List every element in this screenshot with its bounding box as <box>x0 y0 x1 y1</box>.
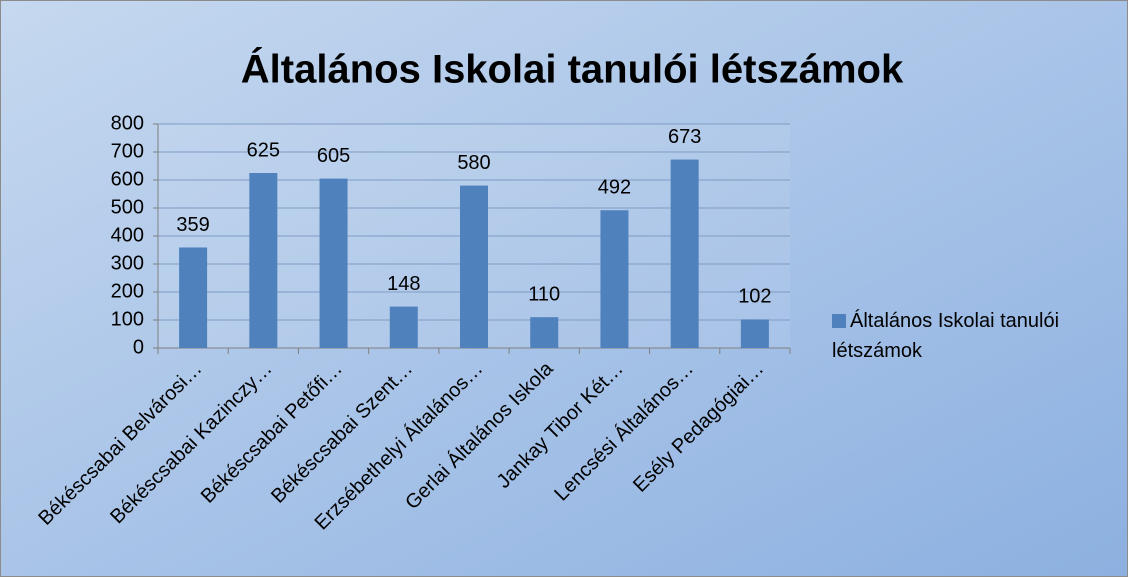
data-label: 625 <box>247 139 280 161</box>
y-tick-label: 700 <box>111 140 144 162</box>
bar <box>600 210 629 348</box>
data-label: 492 <box>598 177 631 199</box>
y-tick-label: 300 <box>111 252 144 274</box>
bar <box>179 247 208 348</box>
data-label: 580 <box>457 152 490 174</box>
bar <box>389 306 418 348</box>
y-tick-label: 200 <box>111 280 144 302</box>
y-tick-label: 0 <box>133 336 144 358</box>
y-tick-label: 600 <box>111 168 144 190</box>
y-tick-label: 500 <box>111 196 144 218</box>
data-label: 359 <box>176 214 209 236</box>
bar <box>319 178 348 348</box>
bar <box>460 185 488 348</box>
data-label: 605 <box>317 145 350 167</box>
chart-title: Általános Iskolai tanulói létszámok <box>241 47 904 92</box>
bar <box>740 319 769 348</box>
bar <box>249 173 278 348</box>
data-label: 102 <box>738 286 771 308</box>
bar <box>670 159 699 348</box>
legend: Általános Iskolai tanulói létszámok <box>832 306 1112 366</box>
y-tick-label: 400 <box>111 224 144 246</box>
legend-label: Általános Iskolai tanulói létszámok <box>832 310 1060 362</box>
y-tick-label: 100 <box>111 308 144 330</box>
data-label: 673 <box>668 126 701 148</box>
legend-swatch <box>832 314 846 328</box>
data-label: 110 <box>528 283 560 305</box>
y-tick-label: 800 <box>111 112 144 134</box>
bar <box>530 317 559 348</box>
data-label: 148 <box>387 273 420 295</box>
